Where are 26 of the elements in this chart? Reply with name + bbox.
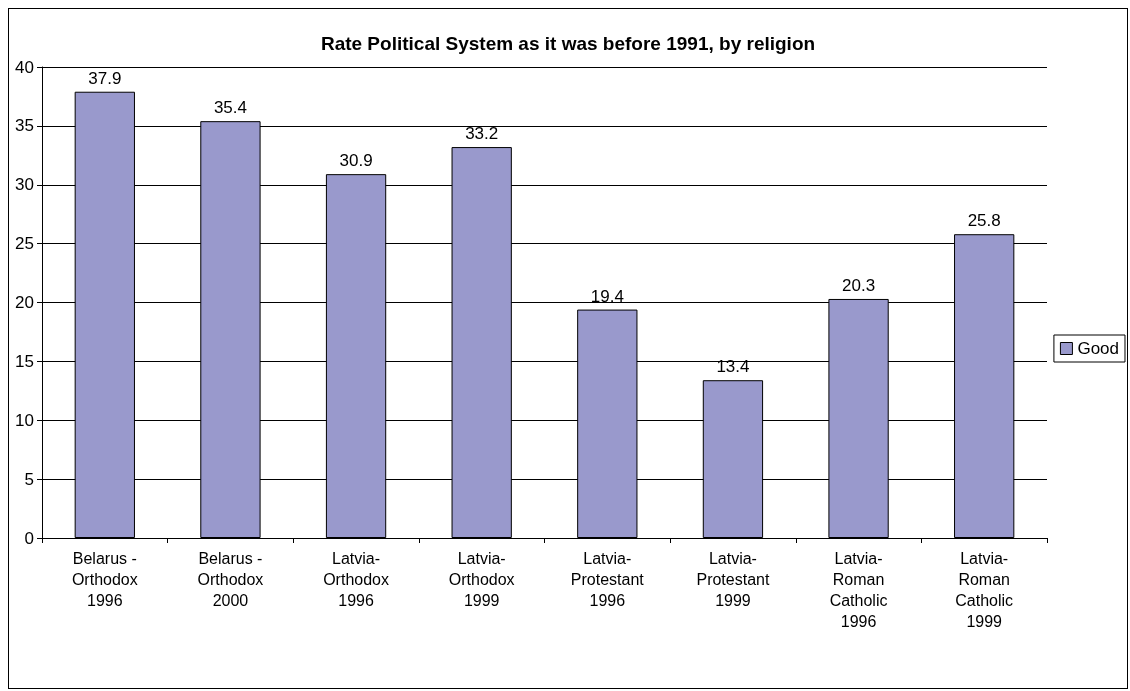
data-label: 25.8 xyxy=(967,211,1001,231)
y-tick-label: 25 xyxy=(15,234,34,254)
y-tick-label: 10 xyxy=(15,410,34,430)
x-tick-label: Belarus - Orthodox 2000 xyxy=(197,550,264,609)
x-tick-label: Latvia- Protestant 1999 xyxy=(696,550,770,609)
x-tick-label: Belarus - Orthodox 1996 xyxy=(71,550,138,609)
data-label: 20.3 xyxy=(842,275,876,295)
data-label: 37.9 xyxy=(88,68,122,88)
x-tick-label: Latvia- Roman Catholic 1996 xyxy=(829,550,888,630)
y-tick-label: 20 xyxy=(15,293,34,312)
data-label: 30.9 xyxy=(339,151,373,171)
data-label: 33.2 xyxy=(465,124,499,144)
data-label: 35.4 xyxy=(213,98,247,118)
y-tick-label: 30 xyxy=(15,175,34,195)
y-tick-label: 35 xyxy=(15,116,34,136)
legend-label: Good xyxy=(1077,339,1120,358)
x-tick-label: Latvia- Orthodox 1996 xyxy=(323,550,389,609)
y-tick-label: 5 xyxy=(24,469,34,489)
x-tick-label: Latvia- Protestant 1996 xyxy=(570,550,645,609)
x-tick-label: Latvia- Roman Catholic 1999 xyxy=(955,550,1014,630)
y-tick-label: 0 xyxy=(24,528,34,548)
y-tick-label: 40 xyxy=(15,57,34,77)
x-tick-label: Latvia- Orthodox 1999 xyxy=(448,550,515,609)
chart-title: Rate Political System as it was before 1991, by religion xyxy=(320,33,816,54)
y-tick-label: 15 xyxy=(15,351,34,371)
data-label: 19.4 xyxy=(590,286,624,306)
